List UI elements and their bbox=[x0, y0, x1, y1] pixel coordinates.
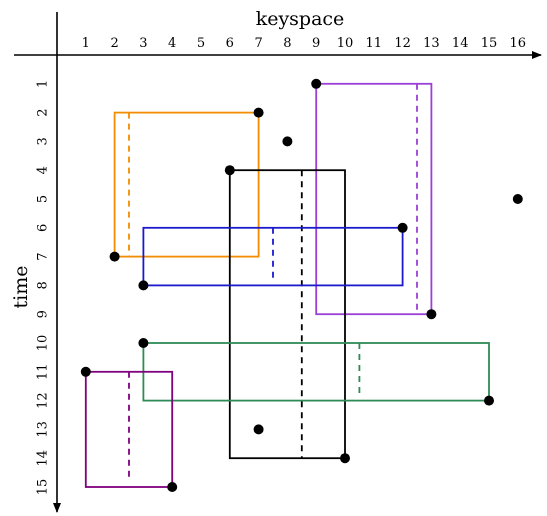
rectangle-green bbox=[142, 342, 490, 402]
data-point bbox=[253, 107, 264, 118]
y-tick-label: 13 bbox=[36, 421, 51, 438]
x-axis-label: keyspace bbox=[256, 8, 345, 30]
x-tick-label: 7 bbox=[254, 36, 262, 51]
x-tick-label: 15 bbox=[481, 36, 498, 51]
x-tick-label: 14 bbox=[452, 36, 469, 51]
rectangle-purple bbox=[315, 82, 433, 316]
data-point bbox=[282, 136, 293, 147]
data-point bbox=[167, 482, 178, 492]
y-tick-label: 10 bbox=[36, 335, 51, 352]
y-tick-label: 15 bbox=[36, 479, 51, 496]
y-axis-label: time bbox=[10, 266, 32, 309]
x-tick-label: 2 bbox=[110, 36, 118, 51]
data-point bbox=[426, 309, 437, 320]
data-point bbox=[80, 366, 91, 377]
data-point bbox=[311, 78, 322, 89]
y-tick-label: 7 bbox=[36, 252, 51, 260]
x-tick-labels: 1 2 3 4 5 6 7 8 9 10 11 12 13 14 15 16 bbox=[82, 36, 526, 51]
y-tick-label: 1 bbox=[36, 80, 51, 88]
x-tick-label: 9 bbox=[312, 36, 320, 51]
rectangles-layer bbox=[84, 82, 490, 488]
data-point bbox=[138, 280, 149, 291]
data-point bbox=[253, 424, 264, 435]
data-point bbox=[224, 165, 235, 176]
rectangle-black bbox=[228, 169, 346, 460]
x-tick-label: 16 bbox=[510, 36, 527, 51]
data-point bbox=[138, 338, 149, 348]
x-tick-label: 10 bbox=[337, 36, 354, 51]
x-tick-label: 6 bbox=[226, 36, 234, 51]
data-point bbox=[397, 222, 408, 233]
x-tick-label: 8 bbox=[283, 36, 291, 51]
x-tick-label: 1 bbox=[82, 36, 90, 51]
rectangle-orange bbox=[113, 111, 260, 258]
data-point bbox=[340, 453, 350, 464]
data-point bbox=[109, 251, 120, 262]
y-tick-label: 12 bbox=[36, 392, 51, 409]
y-tick-label: 14 bbox=[36, 450, 51, 467]
x-tick-label: 4 bbox=[168, 36, 176, 51]
data-point bbox=[484, 395, 494, 406]
x-tick-label: 5 bbox=[197, 36, 205, 51]
y-tick-label: 8 bbox=[36, 281, 51, 289]
y-tick-label: 5 bbox=[36, 195, 51, 203]
y-tick-label: 6 bbox=[36, 224, 51, 232]
y-tick-label: 9 bbox=[36, 310, 51, 318]
data-point bbox=[512, 194, 523, 204]
y-tick-label: 2 bbox=[36, 108, 51, 116]
y-tick-label: 3 bbox=[36, 137, 51, 145]
x-tick-label: 3 bbox=[139, 36, 147, 51]
x-tick-label: 11 bbox=[366, 36, 383, 51]
y-tick-label: 4 bbox=[36, 166, 51, 174]
y-tick-label: 11 bbox=[36, 364, 51, 381]
x-tick-label: 13 bbox=[423, 36, 440, 51]
x-tick-label: 12 bbox=[394, 36, 411, 51]
points-layer bbox=[80, 78, 523, 492]
